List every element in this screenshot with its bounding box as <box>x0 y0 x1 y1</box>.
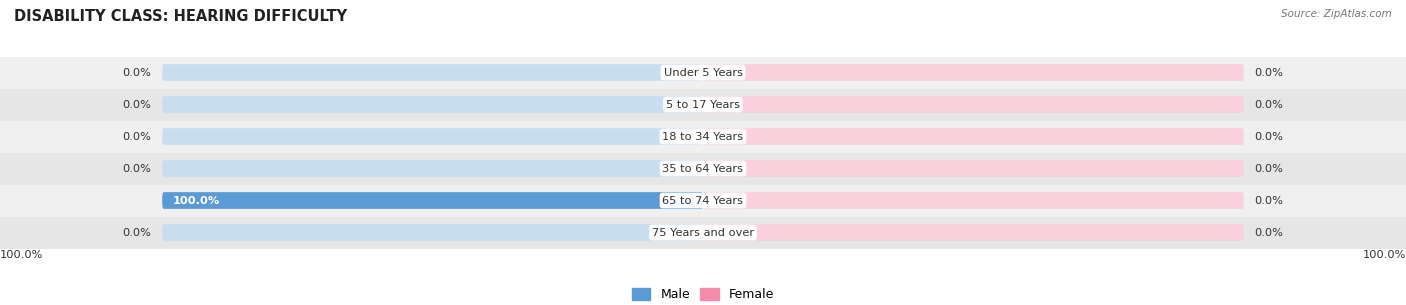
Text: 100.0%: 100.0% <box>173 196 221 206</box>
FancyBboxPatch shape <box>162 64 703 81</box>
Bar <box>0 152 1406 185</box>
Bar <box>0 185 1406 217</box>
Text: DISABILITY CLASS: HEARING DIFFICULTY: DISABILITY CLASS: HEARING DIFFICULTY <box>14 9 347 24</box>
Text: 5 to 17 Years: 5 to 17 Years <box>666 99 740 109</box>
FancyBboxPatch shape <box>703 64 1244 81</box>
Text: 65 to 74 Years: 65 to 74 Years <box>662 196 744 206</box>
FancyBboxPatch shape <box>703 128 1244 145</box>
Bar <box>0 217 1406 249</box>
FancyBboxPatch shape <box>162 192 703 209</box>
FancyBboxPatch shape <box>162 160 703 177</box>
FancyBboxPatch shape <box>162 192 703 209</box>
Bar <box>0 56 1406 88</box>
Text: 0.0%: 0.0% <box>1254 99 1284 109</box>
Text: 0.0%: 0.0% <box>122 163 152 174</box>
Text: 0.0%: 0.0% <box>1254 67 1284 77</box>
Text: 75 Years and over: 75 Years and over <box>652 228 754 238</box>
FancyBboxPatch shape <box>162 128 703 145</box>
Text: 0.0%: 0.0% <box>1254 196 1284 206</box>
Text: 100.0%: 100.0% <box>1362 250 1406 260</box>
FancyBboxPatch shape <box>162 224 703 241</box>
FancyBboxPatch shape <box>162 96 703 113</box>
Text: 0.0%: 0.0% <box>122 228 152 238</box>
Text: 100.0%: 100.0% <box>0 250 44 260</box>
FancyBboxPatch shape <box>703 192 1244 209</box>
Text: 0.0%: 0.0% <box>1254 131 1284 142</box>
Text: 0.0%: 0.0% <box>122 131 152 142</box>
FancyBboxPatch shape <box>703 160 1244 177</box>
Text: Under 5 Years: Under 5 Years <box>664 67 742 77</box>
FancyBboxPatch shape <box>703 96 1244 113</box>
Legend: Male, Female: Male, Female <box>627 283 779 305</box>
Bar <box>0 120 1406 152</box>
Text: 0.0%: 0.0% <box>1254 163 1284 174</box>
Text: 35 to 64 Years: 35 to 64 Years <box>662 163 744 174</box>
Text: 0.0%: 0.0% <box>122 99 152 109</box>
Text: 0.0%: 0.0% <box>1254 228 1284 238</box>
Text: 0.0%: 0.0% <box>122 67 152 77</box>
Text: 18 to 34 Years: 18 to 34 Years <box>662 131 744 142</box>
FancyBboxPatch shape <box>703 224 1244 241</box>
Text: Source: ZipAtlas.com: Source: ZipAtlas.com <box>1281 9 1392 19</box>
Bar <box>0 88 1406 120</box>
